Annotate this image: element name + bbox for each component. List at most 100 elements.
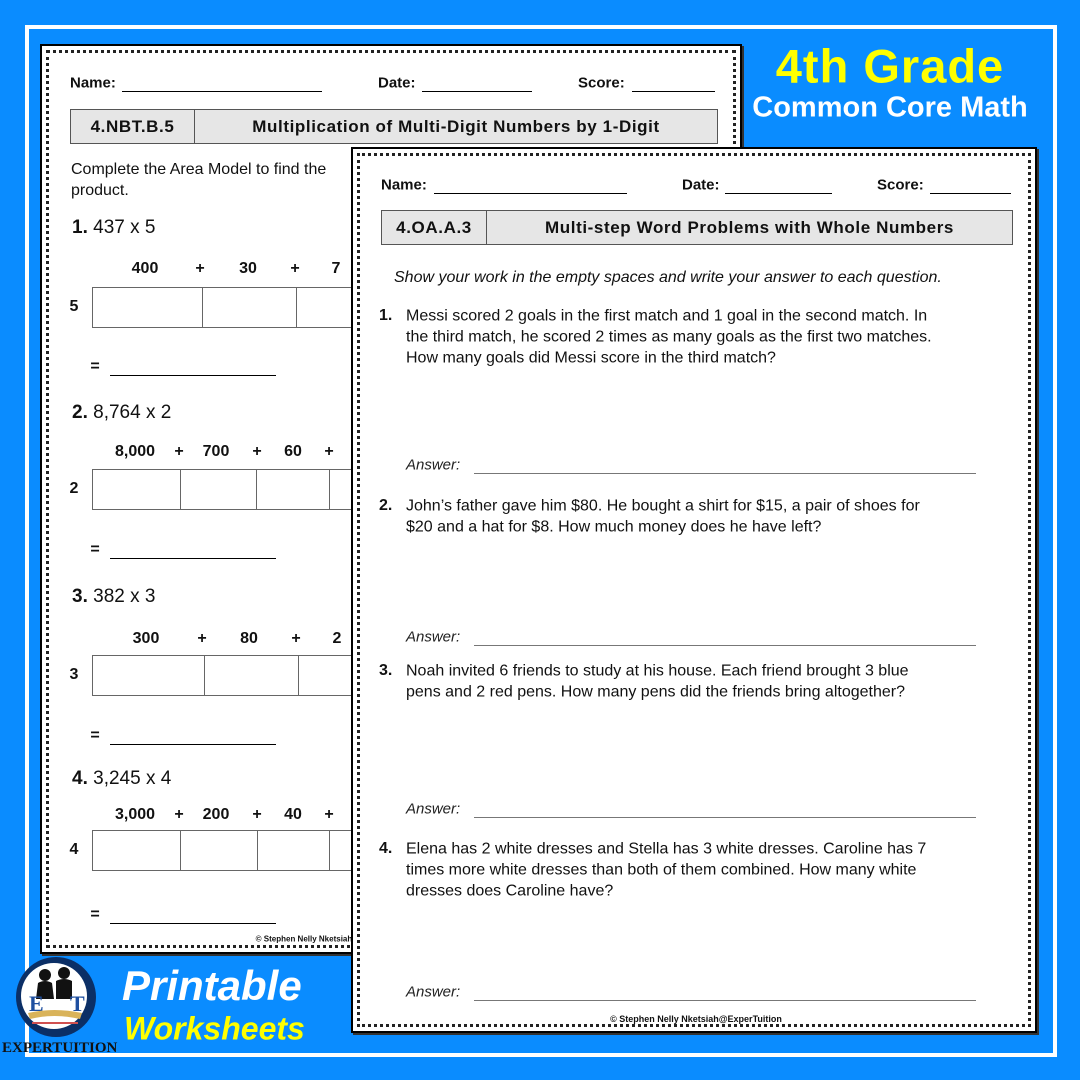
problem-title: 4. 3,245 x 4 [72, 768, 171, 790]
plus-sign: + [197, 630, 207, 647]
date-field[interactable] [422, 91, 532, 92]
area-model-divider [298, 656, 299, 695]
problem-expression: 3,245 x 4 [93, 768, 172, 789]
area-model-box[interactable] [92, 830, 392, 871]
place-value-part: 400 [131, 260, 159, 277]
place-value-part: 30 [239, 260, 257, 277]
plus-sign: + [252, 443, 262, 460]
place-value-part: 300 [132, 630, 160, 647]
answer-line[interactable] [474, 817, 976, 818]
answer-label: Answer: [406, 456, 461, 474]
name-field[interactable] [434, 193, 627, 194]
question-number: 1. [379, 307, 393, 324]
name-label: Name: [381, 176, 427, 194]
name-label: Name: [70, 74, 116, 92]
question-number: 2. [379, 497, 393, 514]
place-value-part: 40 [284, 806, 302, 823]
score-field[interactable] [930, 193, 1011, 194]
place-value-part: 700 [202, 443, 230, 460]
place-value-part: 8,000 [114, 443, 156, 460]
plus-sign: + [324, 806, 334, 823]
problem-expression: 382 x 3 [93, 586, 156, 607]
standard-code: 4.NBT.B.5 [71, 110, 195, 143]
front-worksheet: Name: Date: Score: 4.OA.A.3 Multi-step Word … [351, 147, 1037, 1033]
subject-subtitle: Common Core Math [752, 91, 1028, 124]
svg-text:T: T [70, 991, 85, 1016]
logo-emblem-icon: E T [16, 957, 96, 1037]
date-label: Date: [682, 176, 720, 194]
place-value-part: 3,000 [114, 806, 156, 823]
standard-topic: Multiplication of Multi-Digit Numbers by… [252, 116, 660, 136]
multiplier: 5 [69, 298, 79, 315]
plus-sign: + [324, 443, 334, 460]
answer-line[interactable] [474, 473, 976, 474]
date-field[interactable] [725, 193, 832, 194]
problem-number: 4. [72, 768, 88, 789]
question-text: times more white dresses than both of th… [406, 861, 917, 879]
logo-text: EXPERTUITION [2, 1040, 118, 1056]
answer-label: Answer: [406, 800, 461, 818]
area-model-divider [257, 831, 258, 870]
score-field[interactable] [632, 91, 715, 92]
problem-expression: 8,764 x 2 [93, 402, 172, 423]
question-text: the third match, he scored 2 times as ma… [406, 328, 932, 346]
question-text: Elena has 2 white dresses and Stella has… [406, 840, 927, 858]
answer-label: Answer: [406, 628, 461, 646]
place-value-part: 2 [332, 630, 342, 647]
score-label: Score: [877, 176, 924, 194]
plus-sign: + [174, 443, 184, 460]
area-model-box[interactable] [92, 287, 392, 328]
problem-title: 2. 8,764 x 2 [72, 402, 171, 424]
printable-label: Printable [122, 962, 302, 1009]
grade-title: 4th Grade [775, 39, 1005, 93]
area-model-divider [329, 831, 330, 870]
equals-sign: = [90, 541, 100, 558]
answer-line[interactable] [474, 1000, 976, 1001]
svg-text:E: E [29, 991, 44, 1016]
question-text: How many goals did Messi score in the th… [406, 349, 776, 367]
problem-number: 1. [72, 217, 88, 238]
answer-field[interactable] [110, 744, 276, 745]
place-value-part: 60 [284, 443, 302, 460]
plus-sign: + [252, 806, 262, 823]
page-frame [25, 25, 1057, 1057]
answer-field[interactable] [110, 923, 276, 924]
area-model-divider [180, 831, 181, 870]
area-model-divider [202, 288, 203, 327]
area-model-divider [329, 470, 330, 509]
answer-field[interactable] [110, 375, 276, 376]
multiplier: 2 [69, 480, 79, 497]
standard-topic: Multi-step Word Problems with Whole Numb… [545, 217, 954, 237]
answer-line[interactable] [474, 645, 976, 646]
standard-code: 4.OA.A.3 [382, 211, 487, 244]
name-field[interactable] [122, 91, 322, 92]
plus-sign: + [290, 260, 300, 277]
answer-field[interactable] [110, 558, 276, 559]
dotted-border [357, 153, 1031, 1027]
question-text: Noah invited 6 friends to study at his h… [406, 662, 909, 680]
problem-expression: 437 x 5 [93, 217, 156, 238]
place-value-part: 7 [331, 260, 341, 277]
question-text: dresses does Caroline have? [406, 882, 614, 900]
area-model-divider [256, 470, 257, 509]
problem-number: 3. [72, 586, 88, 607]
question-number: 3. [379, 662, 393, 679]
area-model-divider [296, 288, 297, 327]
answer-label: Answer: [406, 983, 461, 1001]
equals-sign: = [90, 727, 100, 744]
area-model-divider [180, 470, 181, 509]
date-label: Date: [378, 74, 416, 92]
problem-number: 2. [72, 402, 88, 423]
instruction-text: product. [71, 182, 129, 199]
area-model-box[interactable] [92, 655, 392, 696]
question-text: pens and 2 red pens. How many pens did t… [406, 683, 905, 701]
copyright-footer: © Stephen Nelly Nketsiah@ExperTuition [610, 1014, 782, 1024]
place-value-part: 200 [202, 806, 230, 823]
equals-sign: = [90, 906, 100, 923]
plus-sign: + [174, 806, 184, 823]
expertuition-logo: E T [10, 955, 106, 1059]
place-value-part: 80 [240, 630, 258, 647]
question-text: John’s father gave him $80. He bought a … [406, 497, 920, 515]
plus-sign: + [291, 630, 301, 647]
area-model-box[interactable] [92, 469, 392, 510]
